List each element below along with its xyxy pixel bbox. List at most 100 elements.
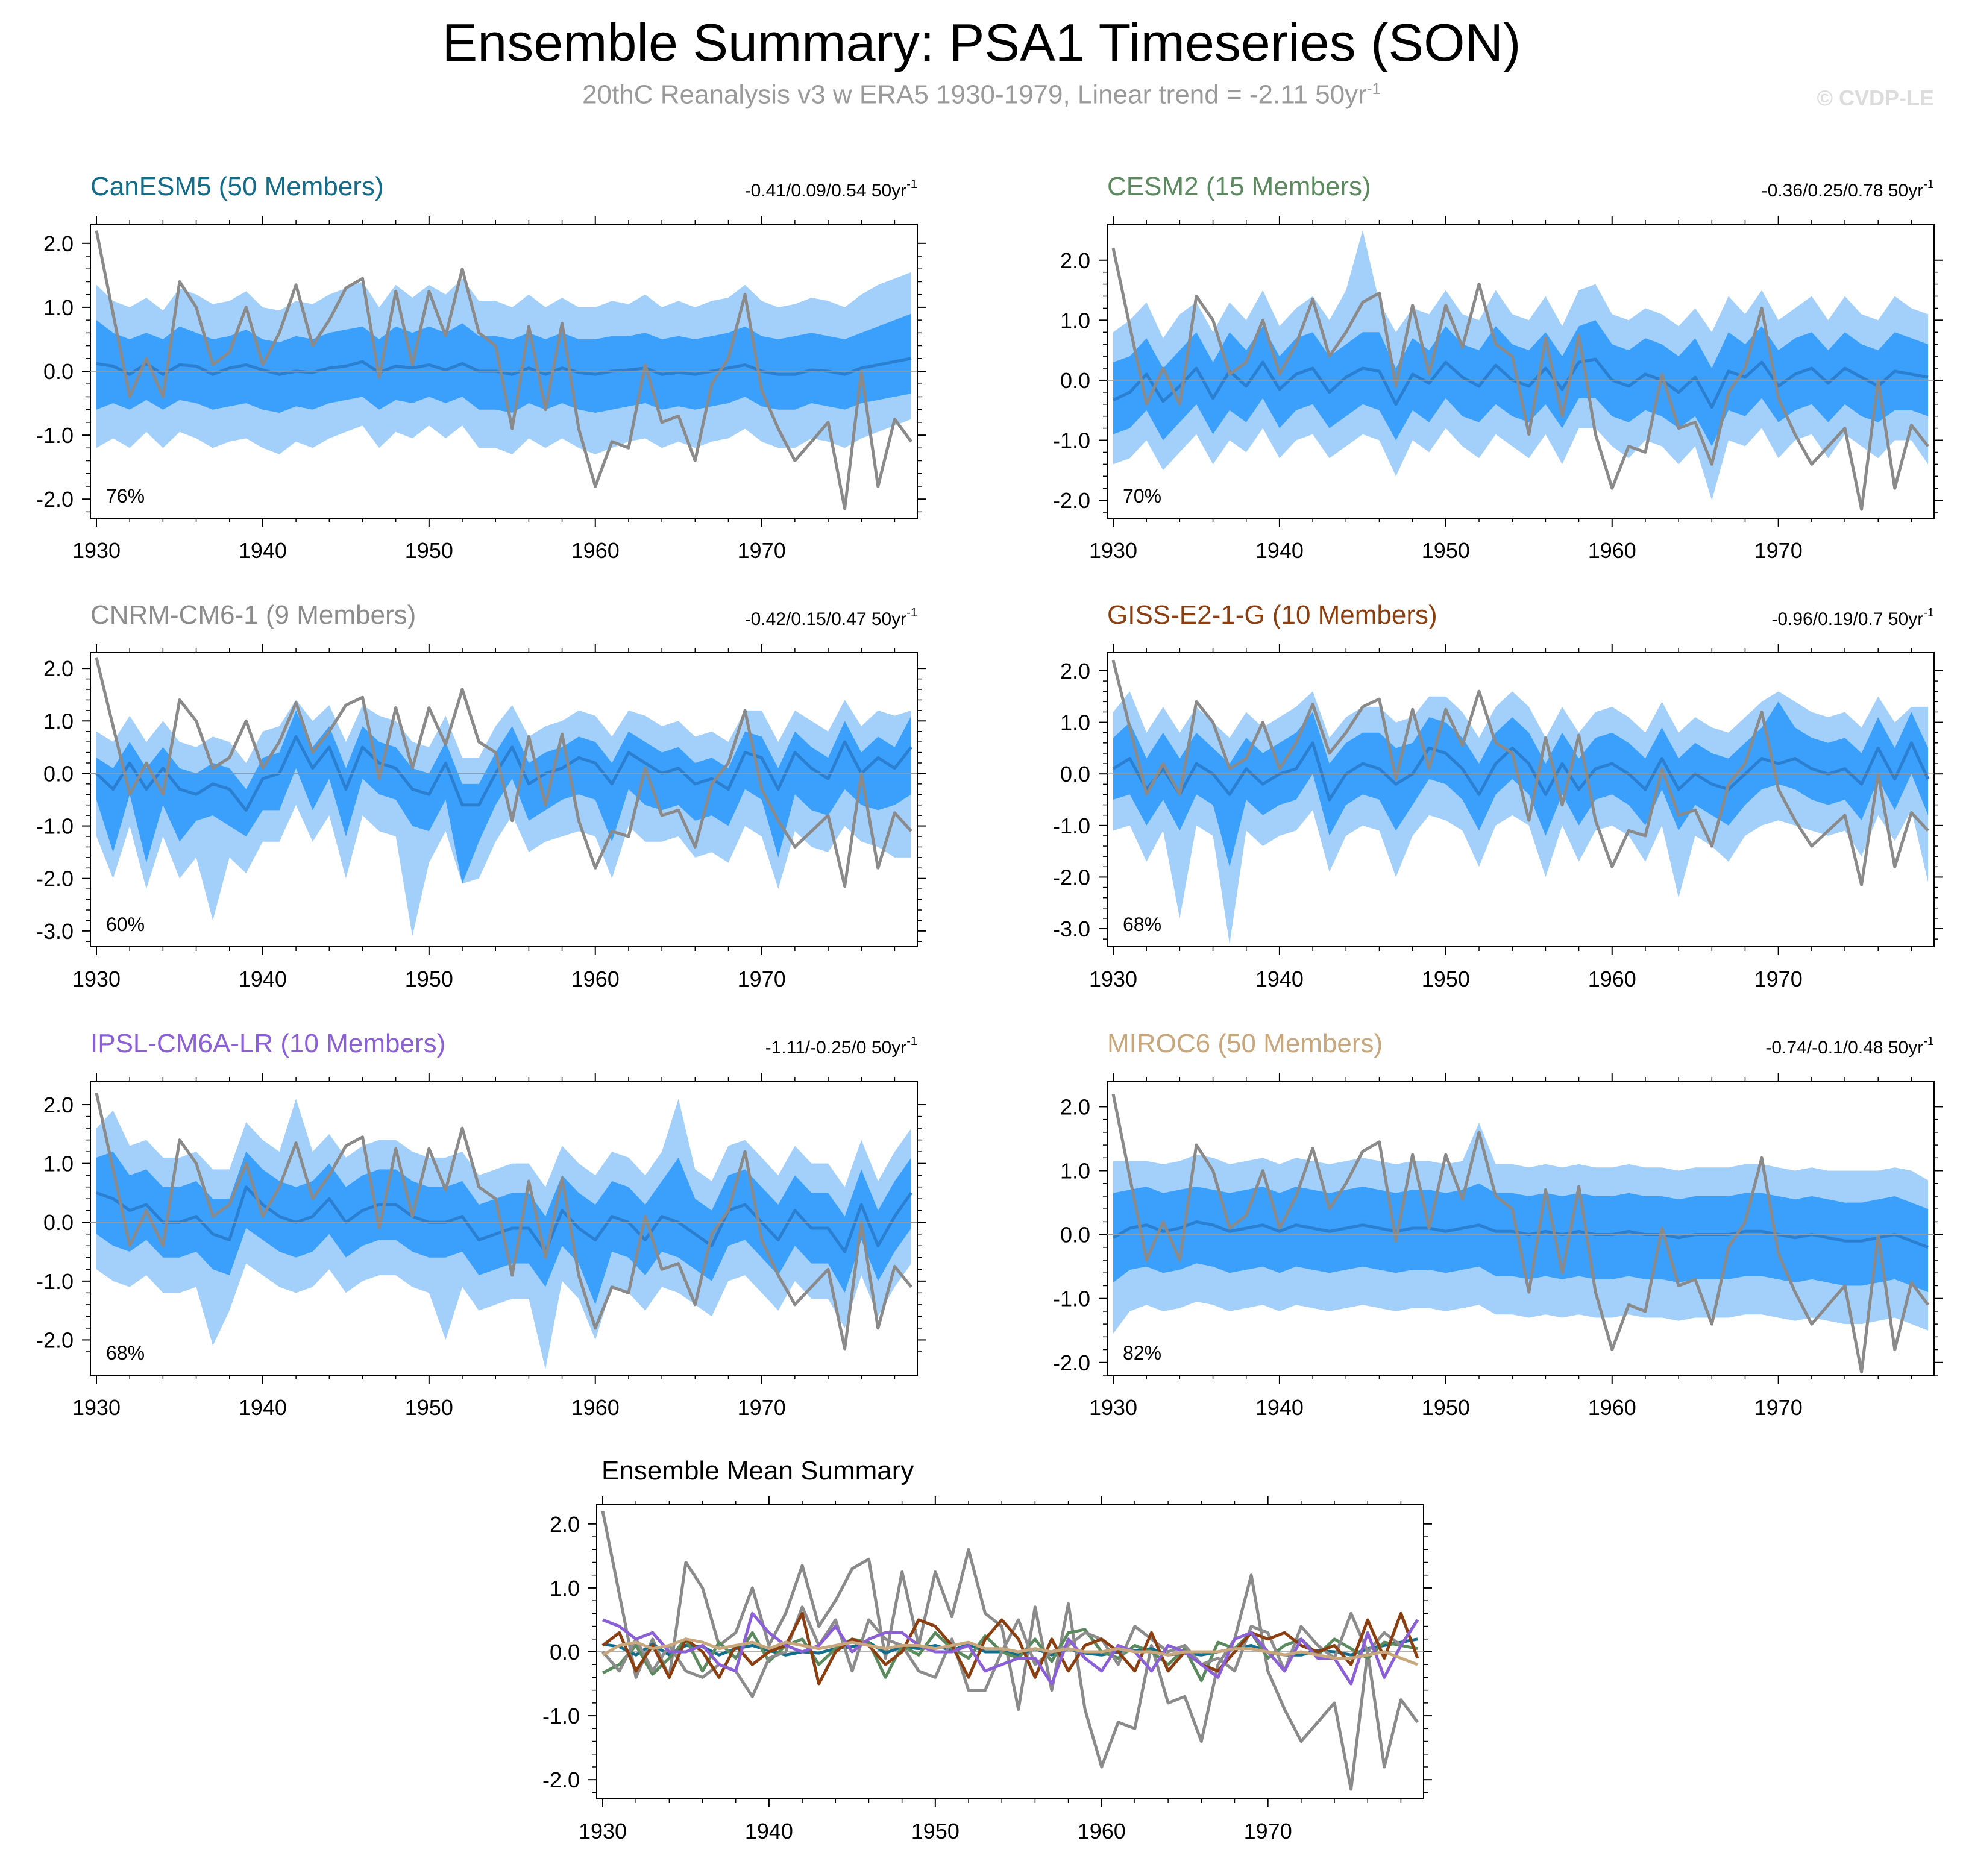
panel-4-observed-line	[1111, 660, 1929, 886]
panel-3-ytick-label: 0.0	[43, 761, 74, 786]
panel-3-xtick-label: 1950	[405, 967, 453, 991]
summary-ytick-label: -1.0	[542, 1704, 580, 1728]
panel-6-observed-line	[1111, 1093, 1930, 1374]
summary-title: Ensemble Mean Summary	[601, 1456, 914, 1485]
panel-2-trend-label: -0.36/0.25/0.78 50yr-1	[1762, 178, 1934, 201]
panel-5-trend-superscript: -1	[906, 1035, 917, 1048]
summary-xtick-label: 1930	[579, 1819, 627, 1843]
summary-ytick-label: -2.0	[542, 1768, 580, 1792]
panel-1-xtick-label: 1960	[571, 538, 620, 563]
panel-5-xtick-label: 1970	[738, 1395, 786, 1420]
panel-5-xtick-label: 1960	[571, 1395, 620, 1420]
panel-5-ytick-label: 2.0	[43, 1093, 74, 1117]
panel-5-ytick-label: -2.0	[36, 1328, 74, 1352]
panel-6-ytick-label: 0.0	[1060, 1223, 1090, 1247]
panel-2-ytick-label: 1.0	[1060, 308, 1090, 333]
panel-3-percent-label: 60%	[106, 914, 145, 935]
panel-2-ytick-label: 2.0	[1060, 248, 1090, 273]
panel-4-xtick-label: 1960	[1588, 967, 1636, 991]
panel-2-xtick-label: 1940	[1255, 538, 1304, 563]
panel-5-ytick-label: -1.0	[36, 1269, 74, 1294]
panel-5-observed-line	[95, 1092, 912, 1351]
panel-2-trend-text: -0.36/0.25/0.78 50yr	[1762, 181, 1924, 201]
panel-6-xtick-label: 1950	[1422, 1395, 1470, 1420]
panel-5-percent-label: 68%	[106, 1342, 145, 1364]
panel-6-ytick-label: -2.0	[1053, 1351, 1090, 1375]
panel-1-title: CanESM5 (50 Members)	[90, 172, 384, 201]
panel-6-xtick-label: 1960	[1588, 1395, 1636, 1420]
panel-4-xtick-label: 1950	[1422, 967, 1470, 991]
panel-6-frame	[1107, 1081, 1935, 1376]
panel-1-percent-label: 76%	[106, 485, 145, 507]
panel-4-trend-text: -0.96/0.19/0.7 50yr	[1771, 609, 1923, 629]
panel-5-title: IPSL-CM6A-LR (10 Members)	[90, 1029, 445, 1058]
panel-6-plot	[1111, 1093, 1930, 1374]
panel-4-frame	[1107, 652, 1935, 947]
panel-1-xtick-label: 1950	[405, 538, 453, 563]
panel-6-ytick-label: 1.0	[1060, 1159, 1090, 1184]
panel-6-ensemble-mean-line	[1112, 1220, 1929, 1249]
panel-4-ytick-label: 0.0	[1060, 762, 1090, 786]
panel-3-ytick-label: -2.0	[36, 867, 74, 891]
panel-1-trend-superscript: -1	[906, 178, 917, 191]
panel-2-ytick-label: -1.0	[1053, 428, 1090, 453]
panel-6-xtick-label: 1970	[1754, 1395, 1803, 1420]
panel-5-ytick-label: 1.0	[43, 1152, 74, 1176]
panel-2-ytick-label: -2.0	[1053, 488, 1090, 513]
panel-3-xtick-label: 1960	[571, 967, 620, 991]
figure-subtitle-superscript: -1	[1366, 80, 1381, 98]
panel-6-ytick-label: -1.0	[1053, 1287, 1090, 1311]
panel-4-ensemble-mean-line	[1112, 741, 1930, 802]
panel-4-plot	[1111, 660, 1930, 944]
summary-mean-line-3	[601, 1605, 1419, 1698]
summary-mean-line-6	[601, 1637, 1418, 1666]
panel-4-xtick-label: 1930	[1089, 967, 1137, 991]
panel-1-trend-text: -0.41/0.09/0.54 50yr	[745, 181, 907, 201]
panel-4-ytick-label: 2.0	[1060, 659, 1090, 683]
summary-mean-line-5	[602, 1611, 1419, 1686]
panel-2-xtick-label: 1970	[1754, 538, 1803, 563]
panel-2-xtick-label: 1960	[1588, 538, 1636, 563]
panel-2-plot	[1111, 230, 1929, 511]
panel-2-observed-line	[1111, 248, 1929, 511]
panel-4-trend-superscript: -1	[1923, 606, 1934, 620]
panel-1-ytick-label: 1.0	[43, 295, 74, 320]
summary-xtick-label: 1950	[911, 1819, 960, 1843]
panel-6-trend-text: -0.74/-0.1/0.48 50yr	[1765, 1038, 1923, 1058]
panel-1-plot	[95, 230, 913, 510]
figure-title: Ensemble Summary: PSA1 Timeseries (SON)	[442, 13, 1521, 72]
panel-6-ytick-label: 2.0	[1060, 1094, 1090, 1119]
panel-2-title: CESM2 (15 Members)	[1107, 172, 1371, 201]
panel-5-xtick-label: 1950	[405, 1395, 453, 1420]
panel-1-xtick-label: 1930	[72, 538, 121, 563]
panel-2-xtick-label: 1950	[1422, 538, 1470, 563]
panel-5-plot	[95, 1092, 913, 1370]
panel-3-xtick-label: 1970	[738, 967, 786, 991]
panel-3-ytick-label: 2.0	[43, 656, 74, 681]
panel-4-ytick-label: 1.0	[1060, 711, 1090, 735]
summary-xtick-label: 1960	[1078, 1819, 1126, 1843]
panel-5-ytick-label: 0.0	[43, 1210, 74, 1235]
panel-6-xtick-label: 1940	[1255, 1395, 1304, 1420]
panel-3-trend-text: -0.42/0.15/0.47 50yr	[745, 609, 907, 629]
panel-2-xtick-label: 1930	[1089, 538, 1137, 563]
panel-3-xtick-label: 1930	[72, 967, 121, 991]
summary-ytick-label: 1.0	[550, 1576, 580, 1601]
panel-2-ytick-label: 0.0	[1060, 368, 1090, 393]
panel-4-ytick-label: -2.0	[1053, 865, 1090, 889]
panel-1-observed-line	[95, 230, 913, 510]
summary-plot	[601, 1511, 1419, 1791]
panel-3-trend-superscript: -1	[906, 606, 917, 620]
panel-5-xtick-label: 1930	[72, 1395, 121, 1420]
panel-1-xtick-label: 1970	[738, 538, 786, 563]
panel-4-xtick-label: 1940	[1255, 967, 1304, 991]
panel-5-inner-spread-band	[96, 1152, 911, 1305]
panel-3-ensemble-mean-line	[95, 735, 912, 812]
panel-3-ytick-label: -3.0	[36, 919, 74, 944]
panel-4-xtick-label: 1970	[1754, 967, 1803, 991]
summary-ytick-label: 2.0	[550, 1512, 580, 1537]
panel-6-trend-label: -0.74/-0.1/0.48 50yr-1	[1765, 1035, 1934, 1058]
panel-6-percent-label: 82%	[1123, 1342, 1161, 1364]
summary-mean-line-4	[601, 1611, 1419, 1686]
